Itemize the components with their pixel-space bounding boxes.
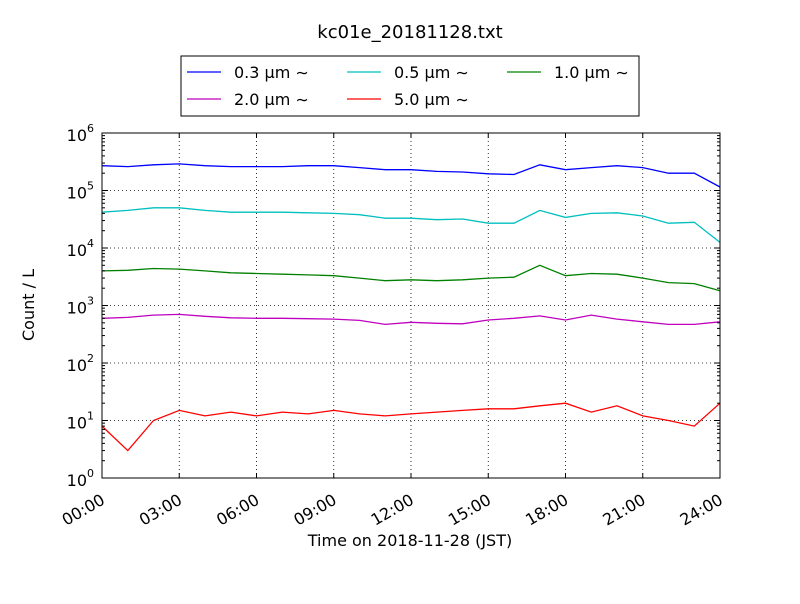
y-tick-label: 104: [67, 237, 94, 260]
series-line: [101, 163, 721, 188]
legend-label: 1.0 μm ∼: [554, 63, 629, 82]
y-tick-label: 100: [67, 467, 94, 490]
y-tick-label: 101: [67, 410, 94, 433]
y-tick-label: 102: [67, 352, 94, 375]
grid: [102, 133, 720, 478]
series-line: [101, 313, 721, 326]
legend-box: [180, 55, 640, 117]
legend-label: 2.0 μm ∼: [234, 90, 309, 109]
axis-ticks: [101, 132, 721, 479]
y-tick-label: 105: [67, 180, 94, 203]
y-axis-tick-labels: 100 101 102 103 104 105 106: [67, 122, 94, 490]
series-line: [101, 207, 721, 243]
legend: 0.3 μm ∼ 0.5 μm ∼ 1.0 μm ∼ 2.0 μm ∼ 5.0 μm ∼: [180, 55, 640, 117]
x-axis-label: Time on 2018-11-28 (JST): [307, 531, 512, 550]
legend-label: 5.0 μm ∼: [394, 90, 469, 109]
series-line: [101, 402, 721, 452]
legend-label: 0.5 μm ∼: [394, 63, 469, 82]
legend-label: 0.3 μm ∼: [234, 63, 309, 82]
y-axis-label: Count / L: [19, 269, 38, 341]
y-tick-label: 103: [67, 295, 94, 318]
y-tick-label: 106: [67, 122, 94, 145]
series-line: [101, 264, 721, 292]
series-group: [101, 163, 721, 452]
chart-title: kc01e_20181128.txt: [317, 22, 502, 43]
